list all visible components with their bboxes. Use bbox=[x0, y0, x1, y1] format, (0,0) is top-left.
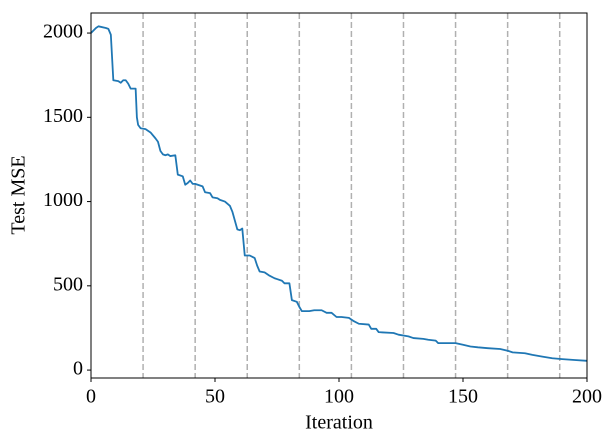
x-tick-label: 0 bbox=[86, 386, 96, 408]
plot-frame bbox=[90, 12, 588, 379]
y-tick-label: 1500 bbox=[43, 105, 83, 127]
y-tick-label: 500 bbox=[53, 273, 83, 295]
x-tick-label: 50 bbox=[205, 386, 225, 408]
x-tick-label: 200 bbox=[572, 386, 602, 408]
x-axis-label: Iteration bbox=[305, 412, 373, 434]
y-tick-label: 1000 bbox=[43, 189, 83, 211]
x-tick-label: 150 bbox=[448, 386, 478, 408]
data-line bbox=[90, 25, 588, 362]
x-tick-label: 100 bbox=[324, 386, 354, 408]
y-tick-label: 2000 bbox=[43, 21, 83, 43]
y-axis-label: Test MSE bbox=[8, 155, 30, 234]
y-tick-label: 0 bbox=[73, 358, 83, 380]
